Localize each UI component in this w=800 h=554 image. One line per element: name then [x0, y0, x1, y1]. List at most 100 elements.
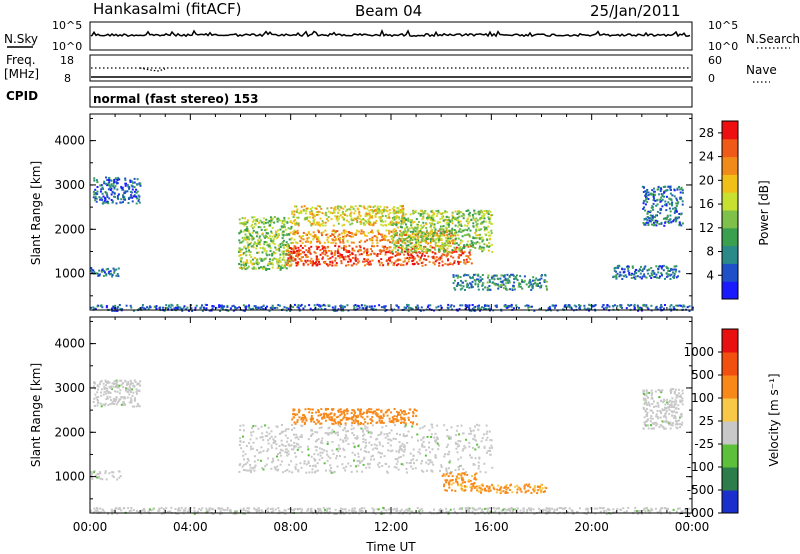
data-cell [488, 218, 491, 220]
data-cell [247, 246, 250, 249]
data-cell [460, 485, 463, 488]
data-cell [660, 305, 663, 308]
data-cell [670, 199, 673, 202]
data-cell [307, 232, 310, 235]
data-cell [457, 282, 460, 284]
data-cell [402, 207, 405, 210]
data-cell [242, 441, 245, 443]
data-cell [409, 239, 412, 242]
data-cell [337, 424, 340, 427]
data-cell [380, 239, 383, 241]
data-cell [120, 379, 123, 382]
data-cell [640, 277, 643, 280]
data-cell [394, 254, 397, 257]
data-cell [473, 486, 476, 489]
data-cell [253, 257, 256, 260]
data-cell [282, 430, 285, 433]
data-cell [336, 309, 339, 312]
colorbar-tick-label: 16 [699, 197, 714, 211]
data-cell [294, 414, 297, 416]
data-cell [279, 463, 282, 466]
data-cell [398, 218, 401, 221]
data-cell [422, 436, 425, 439]
data-cell [122, 194, 125, 197]
data-cell [665, 218, 668, 221]
data-cell [367, 254, 370, 257]
data-cell [447, 223, 450, 226]
data-cell [426, 469, 428, 472]
data-cell [378, 461, 381, 464]
data-cell [100, 391, 102, 394]
data-cell [439, 256, 442, 259]
data-cell [111, 274, 114, 276]
y-tick-label: 3000 [54, 178, 85, 192]
data-cell [334, 231, 337, 234]
data-cell [655, 265, 658, 268]
data-cell [407, 229, 410, 232]
data-cell [395, 211, 397, 214]
data-cell [651, 216, 654, 219]
data-cell [460, 254, 463, 257]
data-cell [115, 274, 118, 277]
data-cell [286, 253, 289, 256]
data-cell [238, 218, 241, 221]
data-cell [359, 214, 362, 217]
data-cell [646, 200, 649, 203]
data-cell [359, 246, 362, 249]
data-cell [310, 261, 313, 264]
data-cell [238, 249, 241, 252]
data-cell [399, 244, 402, 246]
data-cell [462, 252, 465, 255]
data-cell [330, 207, 333, 209]
data-cell [665, 209, 668, 212]
data-cell [427, 459, 430, 462]
data-cell [359, 232, 362, 235]
data-cell [356, 435, 359, 438]
data-cell [362, 434, 365, 437]
data-cell [691, 308, 694, 311]
data-cell [381, 417, 384, 420]
data-cell [332, 452, 335, 455]
data-cell [443, 253, 446, 256]
data-cell [337, 211, 340, 214]
data-cell [264, 236, 267, 239]
data-cell [262, 220, 265, 223]
data-cell [349, 208, 352, 211]
data-cell [451, 228, 454, 231]
data-cell [402, 215, 405, 218]
data-cell [309, 241, 312, 244]
data-cell [275, 258, 278, 261]
data-cell [276, 235, 279, 238]
data-cell [287, 247, 290, 250]
data-cell [117, 198, 120, 201]
data-cell [404, 422, 407, 425]
nsearch-label: N.Search [746, 32, 800, 46]
data-cell [583, 307, 586, 310]
data-cell [334, 215, 337, 218]
data-cell [132, 391, 135, 394]
data-cell [374, 214, 377, 217]
data-cell [110, 387, 113, 390]
data-cell [310, 210, 313, 213]
data-cell [672, 220, 675, 223]
data-cell [360, 219, 363, 222]
data-cell [317, 258, 320, 261]
data-cell [250, 448, 252, 451]
data-cell [639, 306, 642, 309]
data-cell [286, 259, 289, 262]
data-cell [330, 471, 333, 474]
data-cell [334, 307, 337, 310]
data-cell [328, 416, 331, 419]
data-cell [251, 267, 254, 270]
data-cell [488, 221, 491, 224]
data-cell [513, 281, 516, 284]
data-cell [294, 466, 297, 469]
data-cell [455, 443, 458, 446]
data-cell [393, 466, 396, 469]
data-cell [472, 429, 475, 432]
data-cell [307, 263, 310, 266]
data-cell [543, 280, 546, 283]
data-cell [337, 409, 340, 412]
data-cell [266, 241, 269, 244]
data-cell [258, 451, 261, 454]
